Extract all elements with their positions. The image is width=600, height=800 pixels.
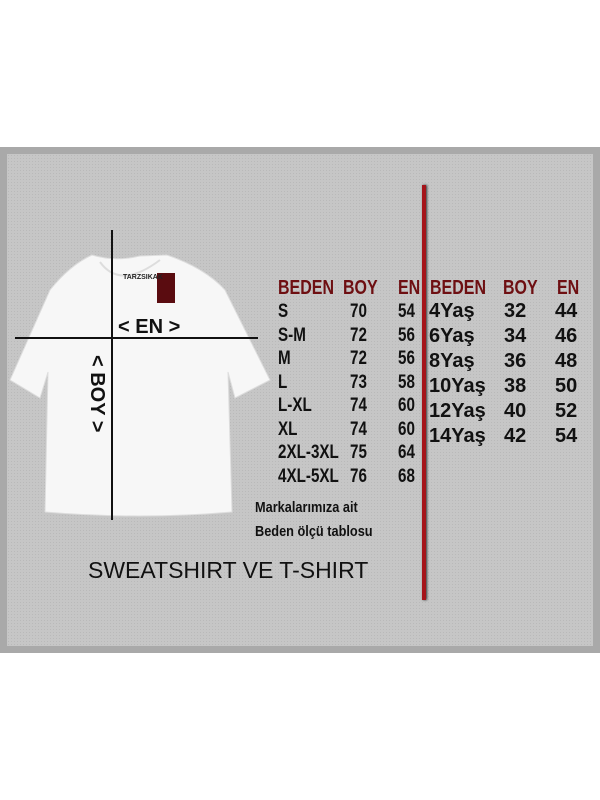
tshirt-illustration [9,230,271,520]
kids-header-width: EN [557,277,580,299]
kids-size-cell: 6Yaş [429,325,475,347]
kids-width-cell: 48 [555,350,578,372]
adult-header-width: EN [398,277,421,299]
adult-length-cell: 74 [350,418,367,440]
adult-width-cell: 60 [398,418,415,440]
kids-width-cell: 46 [555,325,578,347]
adult-width-cell: 68 [398,465,415,487]
adult-width-cell: 60 [398,395,415,416]
note-line-2: Beden ölçü tablosu [255,523,373,540]
adult-width-cell: 54 [398,301,415,322]
kids-size-cell: 14Yaş [429,425,486,447]
adult-length-cell: 72 [350,348,367,369]
kids-length-cell: 36 [504,350,527,372]
adult-size-cell: M [278,348,291,369]
adult-width-cell: 58 [398,371,415,393]
adult-size-cell: 2XL-3XL [278,442,339,463]
adult-length-cell: 76 [350,465,367,487]
adult-length-cell: 75 [350,442,367,463]
adult-size-cell: XL [278,418,298,440]
adult-header-size: BEDEN [278,277,335,299]
note-line-1: Markalarımıza ait [255,499,358,516]
adult-width-cell: 56 [398,324,415,346]
kids-length-cell: 34 [504,325,527,347]
adult-size-cell: L-XL [278,395,312,416]
kids-width-cell: 54 [555,425,578,447]
kids-width-cell: 52 [555,400,578,422]
kids-length-cell: 32 [504,300,527,322]
kids-length-cell: 42 [504,425,527,447]
chart-title: SWEATSHIRT VE T-SHIRT [88,557,369,583]
adult-size-cell: S-M [278,324,306,346]
kids-length-cell: 40 [504,400,527,422]
divider-line [422,185,426,600]
width-label: < EN > [118,316,181,338]
adult-length-cell: 72 [350,324,367,346]
adult-size-cell: L [278,371,288,393]
adult-length-cell: 70 [350,301,367,322]
kids-size-cell: 10Yaş [429,375,486,397]
size-chart-panel [0,147,600,653]
kids-header-length: BOY [503,277,538,299]
kids-header-size: BEDEN [430,277,487,299]
adult-size-cell: 4XL-5XL [278,465,339,487]
brand-label: TARZSIKAK [123,274,163,281]
adult-size-cell: S [278,301,289,322]
adult-width-cell: 56 [398,348,415,369]
adult-length-cell: 74 [350,395,367,416]
kids-size-cell: 8Yaş [429,350,475,372]
adult-header-length: BOY [343,277,378,299]
adult-width-cell: 64 [398,442,415,463]
kids-width-cell: 44 [555,300,578,322]
kids-width-cell: 50 [555,375,578,397]
kids-length-cell: 38 [504,375,527,397]
length-label: < BOY > [86,355,108,433]
kids-size-cell: 12Yaş [429,400,486,422]
adult-length-cell: 73 [350,371,367,393]
kids-size-cell: 4Yaş [429,300,475,322]
